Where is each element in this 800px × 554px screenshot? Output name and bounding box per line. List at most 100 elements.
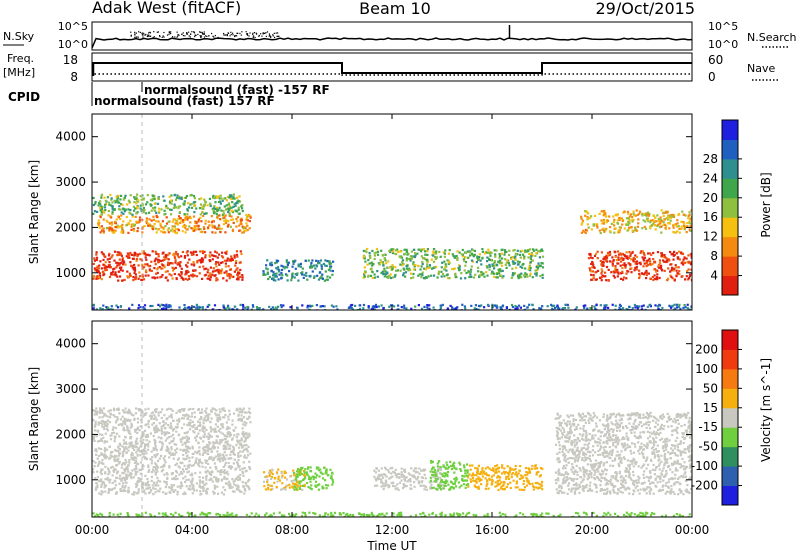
range-cell: [164, 422, 167, 425]
range-cell: [177, 409, 180, 412]
range-cell: [184, 475, 187, 478]
range-cell: [201, 205, 204, 208]
range-cell: [200, 203, 203, 206]
range-cell: [376, 253, 380, 256]
range-cell: [237, 419, 240, 422]
range-cell: [153, 276, 156, 279]
range-cell: [255, 306, 259, 309]
range-cell: [593, 305, 596, 308]
range-cell: [93, 259, 96, 262]
range-cell: [235, 461, 239, 464]
noise-search-dot: [195, 34, 197, 36]
range-cell: [214, 208, 217, 211]
range-cell: [262, 273, 265, 276]
range-cell: [168, 200, 172, 203]
range-cell: [527, 267, 531, 270]
range-cell: [134, 464, 138, 467]
range-cell: [210, 473, 213, 477]
range-cell: [198, 429, 201, 432]
range-cell: [499, 268, 502, 271]
range-cell: [160, 428, 163, 431]
range-cell: [305, 274, 308, 277]
range-cell: [157, 479, 160, 482]
range-cell: [244, 424, 247, 427]
range-cell: [225, 279, 228, 282]
range-cell: [686, 225, 689, 228]
range-cell: [222, 223, 225, 226]
range-cell: [435, 252, 438, 255]
range-cell: [302, 474, 306, 477]
range-cell: [625, 251, 628, 254]
range-cell: [652, 278, 655, 282]
range-cell: [386, 266, 389, 269]
range-cell: [187, 436, 190, 439]
range-cell: [164, 253, 167, 257]
range-cell: [619, 308, 622, 310]
range-cell: [215, 430, 218, 433]
range-cell: [587, 212, 590, 215]
range-cell: [602, 227, 605, 230]
range-cell: [459, 277, 463, 280]
range-cell: [99, 216, 102, 219]
range-cell: [447, 261, 450, 264]
range-cell: [111, 212, 114, 215]
range-cell: [136, 484, 139, 487]
range-cell: [268, 469, 272, 472]
range-cell: [203, 417, 206, 420]
range-cell: [191, 275, 194, 278]
range-cell: [190, 206, 193, 209]
range-cell: [113, 259, 116, 262]
range-cell: [647, 211, 650, 214]
range-cell: [174, 266, 177, 269]
range-cell: [116, 470, 120, 473]
range-cell: [231, 308, 234, 310]
range-cell: [131, 266, 134, 269]
range-cell: [161, 259, 164, 262]
range-cell: [678, 227, 681, 230]
range-cell: [270, 471, 273, 474]
range-cell: [172, 452, 175, 455]
range-cell: [611, 303, 614, 306]
range-cell: [212, 444, 215, 447]
range-cell: [114, 201, 117, 204]
range-cell: [194, 250, 198, 253]
range-cell: [670, 275, 673, 278]
range-cell: [245, 222, 248, 225]
range-cell: [412, 268, 416, 271]
range-cell: [644, 220, 647, 223]
range-cell: [199, 436, 202, 439]
range-cell: [329, 269, 332, 272]
range-cell: [191, 420, 194, 423]
range-cell: [211, 254, 214, 257]
range-cell: [166, 279, 169, 282]
noise-search-dot: [163, 36, 165, 38]
range-cell: [611, 264, 614, 267]
range-cell: [590, 262, 593, 266]
range-cell: [102, 482, 105, 485]
range-cell: [182, 492, 185, 496]
range-cell: [103, 484, 107, 487]
range-cell: [185, 264, 188, 267]
range-cell: [406, 253, 409, 256]
range-cell: [532, 308, 535, 310]
range-cell: [206, 487, 209, 491]
range-cell: [122, 439, 125, 442]
range-cell: [202, 207, 205, 210]
range-cell: [371, 271, 374, 274]
colorbar-tick-label: 24: [703, 171, 718, 185]
range-cell: [142, 452, 145, 455]
range-cell: [118, 482, 121, 485]
range-cell: [303, 478, 306, 481]
range-cell: [243, 467, 246, 470]
range-cell: [204, 459, 207, 462]
range-cell: [634, 254, 637, 257]
range-cell: [128, 461, 131, 464]
range-cell: [236, 308, 239, 310]
colorbar-swatch: [722, 197, 738, 218]
range-cell: [662, 221, 665, 224]
range-cell: [101, 267, 104, 270]
range-cell: [530, 255, 533, 258]
range-cell: [273, 481, 276, 484]
range-cell: [299, 265, 302, 268]
range-cell: [95, 450, 98, 453]
